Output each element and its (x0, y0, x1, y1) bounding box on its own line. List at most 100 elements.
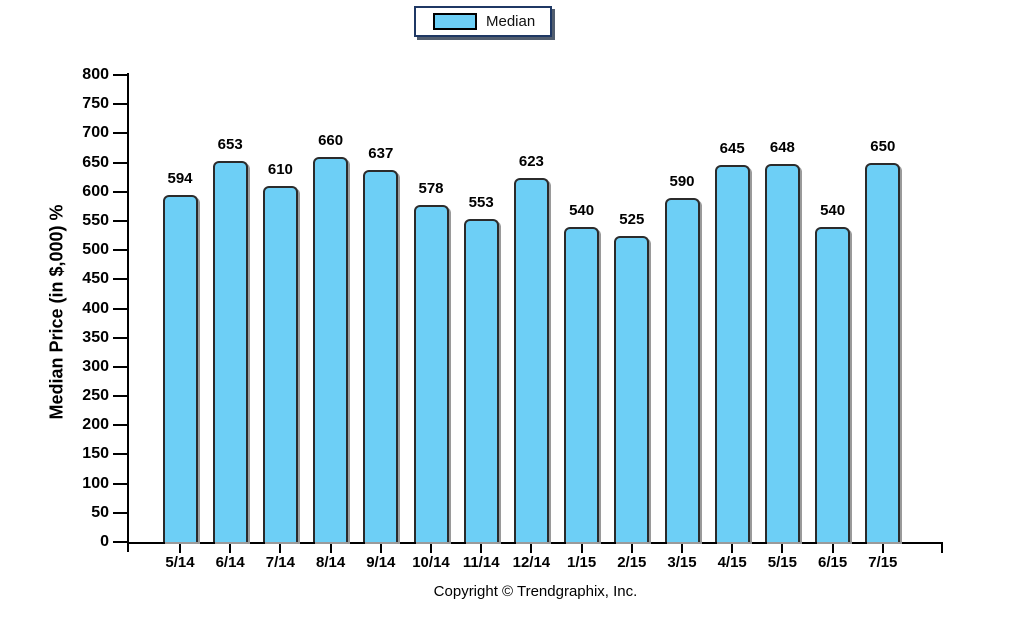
x-tick-label: 4/15 (717, 554, 747, 571)
bar-1/15 (564, 226, 600, 542)
legend-swatch-median (433, 13, 477, 30)
bar-value-label: 610 (267, 160, 293, 178)
x-tick (580, 544, 583, 553)
bar-4/15 (714, 165, 750, 542)
bar-value-label: 590 (669, 172, 695, 190)
bar-value-label: 648 (769, 138, 795, 156)
x-tick (430, 544, 432, 553)
x-tick-label: 10/14 (412, 554, 450, 571)
y-tick-label: 800 (82, 66, 109, 83)
bar-value-label: 594 (167, 170, 193, 188)
y-tick-label: 550 (82, 211, 109, 229)
x-tick-label: 6/14 (215, 554, 245, 571)
y-tick-label: 650 (82, 153, 109, 171)
x-tick-label: 2/15 (617, 554, 647, 571)
y-tick (113, 482, 127, 485)
y-tick (113, 365, 127, 368)
bar-8/14 (313, 156, 349, 542)
y-tick (113, 190, 127, 193)
bar-12/14 (513, 178, 549, 542)
bar-5/14 (162, 195, 198, 542)
x-tick (630, 544, 633, 553)
x-tick-label: 1/15 (566, 554, 597, 571)
bar-value-label: 553 (468, 194, 494, 212)
bar-value-label: 578 (418, 179, 444, 197)
bar-value-label: 540 (569, 201, 595, 219)
bar-value-label: 623 (518, 153, 544, 171)
y-tick-label: 450 (82, 270, 109, 288)
y-tick-label: 150 (82, 445, 109, 463)
x-tick-label: 9/14 (366, 554, 396, 571)
y-axis-line (127, 73, 129, 552)
x-tick-label: 3/15 (667, 554, 697, 571)
bar-value-label: 540 (820, 201, 846, 219)
bar-value-label: 637 (368, 145, 394, 163)
x-tick-label: 5/14 (165, 554, 195, 571)
bar-9/14 (363, 170, 399, 542)
bar-10/14 (413, 204, 449, 542)
bar-value-label: 650 (870, 137, 896, 155)
bar-5/15 (764, 163, 800, 542)
x-tick-label: 6/15 (817, 554, 848, 571)
y-tick-label: 0 (100, 533, 109, 550)
x-tick-label: 7/14 (265, 554, 295, 571)
y-tick (113, 336, 127, 339)
x-tick (881, 544, 884, 553)
y-tick-label: 100 (82, 474, 109, 492)
bar-value-label: 660 (318, 131, 344, 149)
y-tick (113, 395, 127, 398)
legend: Median (414, 6, 552, 37)
x-tick (229, 544, 232, 553)
bar-value-label: 645 (719, 140, 745, 158)
y-tick-label: 50 (91, 503, 109, 521)
y-tick (113, 307, 127, 310)
y-tick-label: 750 (82, 95, 109, 113)
x-tick (831, 544, 834, 553)
x-tick (329, 544, 332, 553)
y-tick (113, 541, 127, 543)
x-tick (379, 544, 382, 553)
x-tick-label: 11/14 (462, 554, 500, 571)
x-tick-label: 8/14 (315, 554, 346, 571)
y-tick (113, 74, 127, 76)
x-tick (731, 544, 734, 553)
y-tick (113, 424, 127, 427)
x-axis-end-tick (941, 544, 943, 553)
bar-7/14 (262, 185, 298, 542)
y-tick-label: 300 (82, 357, 109, 375)
bar-3/15 (664, 197, 700, 542)
bar-2/15 (614, 235, 650, 542)
x-tick (681, 544, 683, 553)
legend-label-median: Median (486, 13, 536, 30)
x-tick (781, 544, 784, 553)
y-tick-label: 200 (82, 416, 109, 434)
y-tick (113, 278, 127, 281)
x-tick (480, 544, 483, 553)
bar-6/14 (212, 160, 248, 542)
x-tick-label: 7/15 (868, 554, 898, 571)
x-tick-label: 5/15 (767, 554, 797, 571)
y-tick (113, 453, 127, 456)
x-axis-line (127, 542, 943, 544)
y-tick-label: 350 (82, 328, 109, 346)
y-tick (113, 132, 127, 135)
bar-value-label: 653 (217, 135, 243, 153)
y-tick (113, 249, 127, 252)
copyright-text: Copyright © Trendgraphix, Inc. (433, 583, 638, 600)
x-tick-label: 12/14 (512, 554, 551, 571)
x-tick (179, 544, 181, 553)
y-tick-label: 250 (82, 387, 109, 405)
y-tick-label: 400 (82, 299, 109, 317)
y-tick (113, 161, 127, 164)
bar-value-label: 525 (619, 210, 645, 228)
y-tick-label: 700 (82, 124, 109, 142)
bar-7/15 (865, 162, 901, 542)
y-tick (113, 103, 127, 106)
y-tick-label: 500 (82, 241, 109, 259)
y-tick-label: 600 (82, 182, 109, 200)
x-tick (530, 544, 533, 553)
bar-11/14 (463, 219, 499, 542)
y-tick (113, 511, 127, 514)
